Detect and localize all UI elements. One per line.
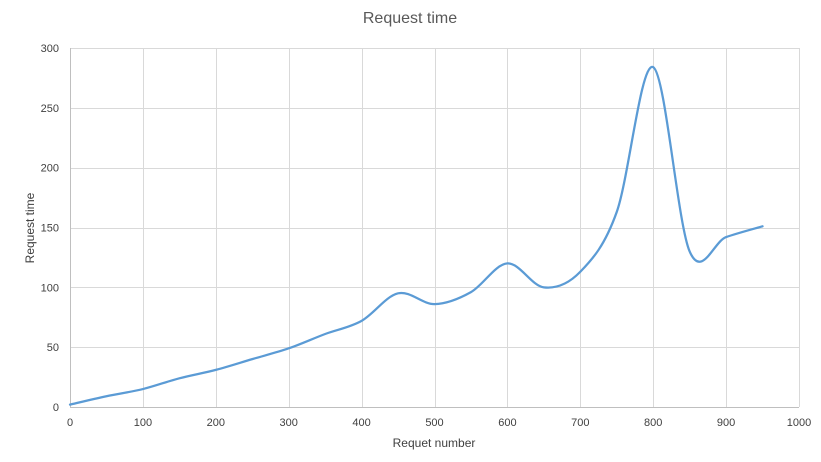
grid-lines	[70, 48, 800, 407]
y-tick-label: 250	[41, 103, 59, 115]
series-line	[68, 66, 764, 406]
x-tick-label: 1000	[787, 417, 811, 429]
axes	[70, 48, 799, 408]
y-tick-label: 150	[41, 223, 59, 235]
tick-labels: 0 50 100 150 200 250 300 0 100 200 300 400 500 600 700…	[41, 43, 812, 429]
series-lines	[68, 66, 764, 406]
x-tick-label: 600	[498, 417, 516, 429]
x-tick-label: 900	[717, 417, 735, 429]
x-tick-label: 0	[67, 417, 73, 429]
x-tick-label: 100	[134, 417, 152, 429]
x-tick-label: 500	[425, 417, 443, 429]
x-tick-label: 700	[571, 417, 589, 429]
y-tick-label: 50	[47, 342, 59, 354]
y-tick-label: 200	[41, 163, 59, 175]
x-tick-label: 800	[644, 417, 662, 429]
chart-title: Request time	[363, 10, 457, 27]
x-tick-label: 400	[352, 417, 370, 429]
x-axis-title: Requet number	[393, 436, 476, 450]
y-tick-label: 0	[53, 402, 59, 414]
y-axis-title: Request time	[23, 192, 37, 263]
x-tick-label: 200	[207, 417, 225, 429]
y-tick-label: 300	[41, 43, 59, 55]
x-tick-label: 300	[280, 417, 298, 429]
y-tick-label: 100	[41, 282, 59, 294]
